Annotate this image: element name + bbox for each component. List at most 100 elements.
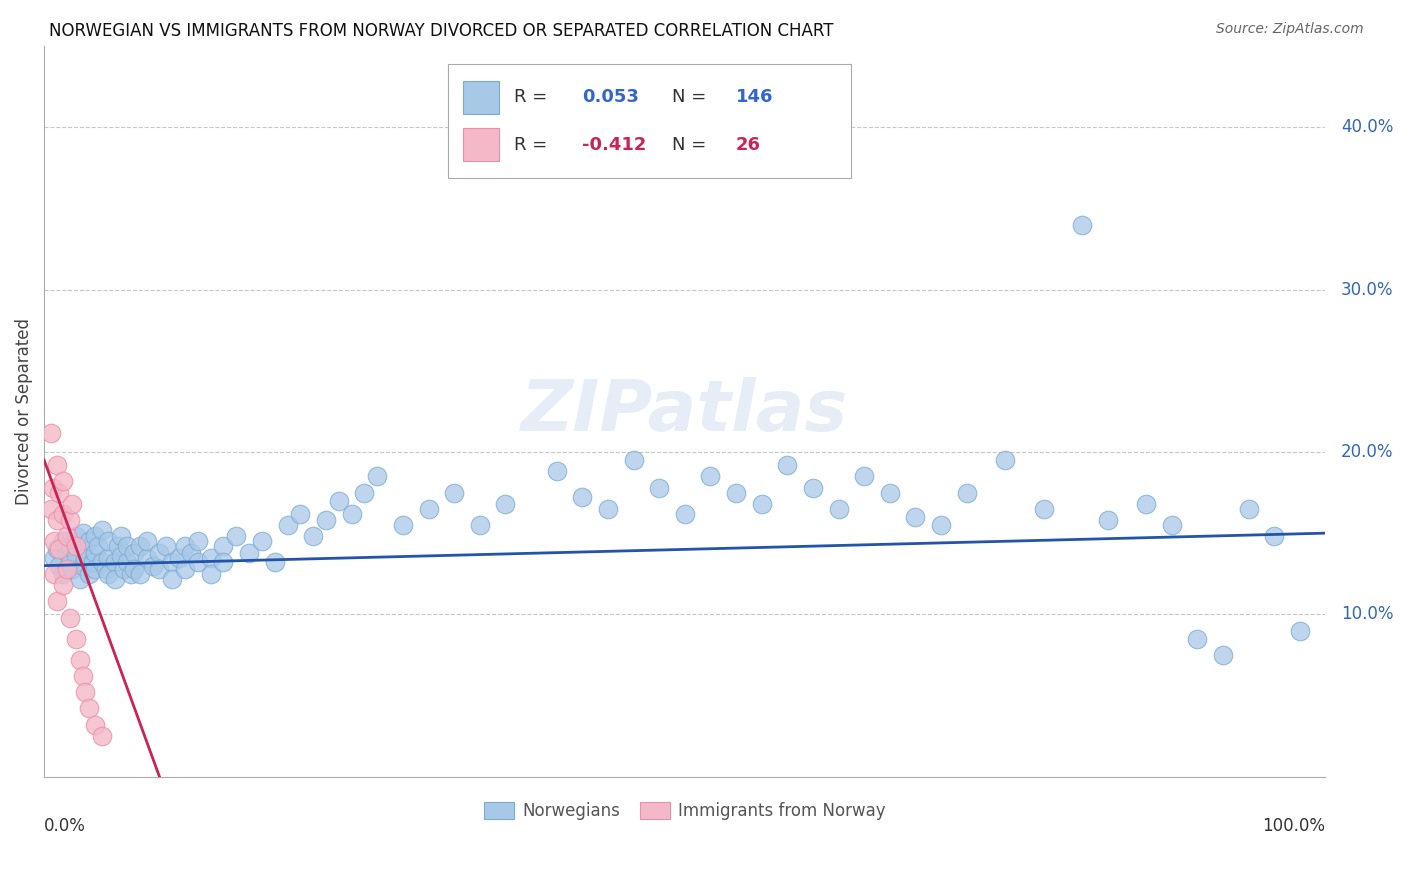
Point: [103, 555, 125, 569]
Point: [776, 458, 799, 472]
Text: NORWEGIAN VS IMMIGRANTS FROM NORWAY DIVORCED OR SEPARATED CORRELATION CHART: NORWEGIAN VS IMMIGRANTS FROM NORWAY DIVO…: [49, 22, 834, 40]
Point: [72, 526, 94, 541]
Point: [122, 562, 145, 576]
Point: [112, 562, 135, 576]
Point: [879, 485, 901, 500]
Point: [827, 501, 849, 516]
Point: [45, 458, 67, 472]
Point: [90, 555, 112, 569]
Text: 26: 26: [735, 136, 761, 153]
Point: [180, 546, 202, 560]
FancyBboxPatch shape: [463, 128, 499, 161]
Point: [110, 529, 132, 543]
Point: [904, 510, 927, 524]
Point: [148, 546, 170, 560]
Text: 40.0%: 40.0%: [1341, 119, 1393, 136]
Point: [77, 701, 100, 715]
Point: [44, 550, 66, 565]
Point: [103, 572, 125, 586]
Point: [56, 529, 79, 543]
Point: [107, 539, 129, 553]
Point: [69, 572, 91, 586]
Point: [187, 555, 209, 569]
Point: [82, 555, 104, 569]
Point: [1071, 218, 1094, 232]
Point: [45, 542, 67, 557]
Point: [250, 534, 273, 549]
Point: [44, 566, 66, 581]
Point: [77, 566, 100, 581]
Point: [60, 562, 83, 576]
Point: [52, 578, 75, 592]
Point: [929, 518, 952, 533]
Point: [200, 550, 222, 565]
Point: [277, 518, 299, 533]
Point: [110, 549, 132, 563]
Point: [69, 653, 91, 667]
Point: [187, 534, 209, 549]
Point: [97, 550, 120, 565]
Point: [1032, 501, 1054, 516]
Point: [148, 562, 170, 576]
Point: [340, 507, 363, 521]
Point: [75, 550, 97, 565]
Point: [225, 529, 247, 543]
Point: [162, 572, 184, 586]
Point: [212, 555, 235, 569]
Point: [59, 513, 82, 527]
Text: ZIPatlas: ZIPatlas: [522, 377, 848, 446]
Point: [59, 539, 82, 553]
Text: 30.0%: 30.0%: [1341, 281, 1393, 299]
Point: [520, 96, 543, 111]
Point: [174, 562, 197, 576]
Point: [673, 507, 696, 521]
Text: 0.053: 0.053: [582, 88, 640, 106]
Point: [72, 669, 94, 683]
Point: [84, 717, 107, 731]
Point: [75, 685, 97, 699]
Point: [212, 539, 235, 553]
Point: [87, 539, 110, 553]
Point: [546, 465, 568, 479]
Point: [315, 513, 337, 527]
Point: [167, 550, 190, 565]
Point: [853, 469, 876, 483]
Point: [392, 518, 415, 533]
Point: [97, 534, 120, 549]
Point: [117, 539, 139, 553]
FancyBboxPatch shape: [463, 81, 499, 114]
Point: [443, 485, 465, 500]
Point: [623, 453, 645, 467]
Point: [48, 558, 70, 573]
Point: [699, 469, 721, 483]
Point: [135, 534, 157, 549]
Point: [39, 425, 62, 440]
Point: [328, 493, 350, 508]
Point: [48, 542, 70, 557]
Point: [162, 555, 184, 569]
Text: R =: R =: [515, 136, 547, 153]
Point: [120, 566, 142, 581]
Point: [751, 497, 773, 511]
Point: [200, 566, 222, 581]
Point: [1135, 497, 1157, 511]
Point: [263, 555, 285, 569]
Point: [60, 497, 83, 511]
Point: [648, 481, 671, 495]
Point: [65, 549, 87, 563]
Point: [48, 485, 70, 500]
Point: [94, 562, 117, 576]
Point: [129, 539, 152, 553]
Point: [366, 469, 388, 483]
Point: [1237, 501, 1260, 516]
Point: [994, 453, 1017, 467]
Text: -0.412: -0.412: [582, 136, 647, 153]
Point: [1212, 648, 1234, 662]
Point: [39, 501, 62, 516]
Point: [44, 534, 66, 549]
Point: [59, 610, 82, 624]
Text: N =: N =: [672, 136, 706, 153]
Point: [84, 546, 107, 560]
Point: [122, 546, 145, 560]
Point: [801, 481, 824, 495]
